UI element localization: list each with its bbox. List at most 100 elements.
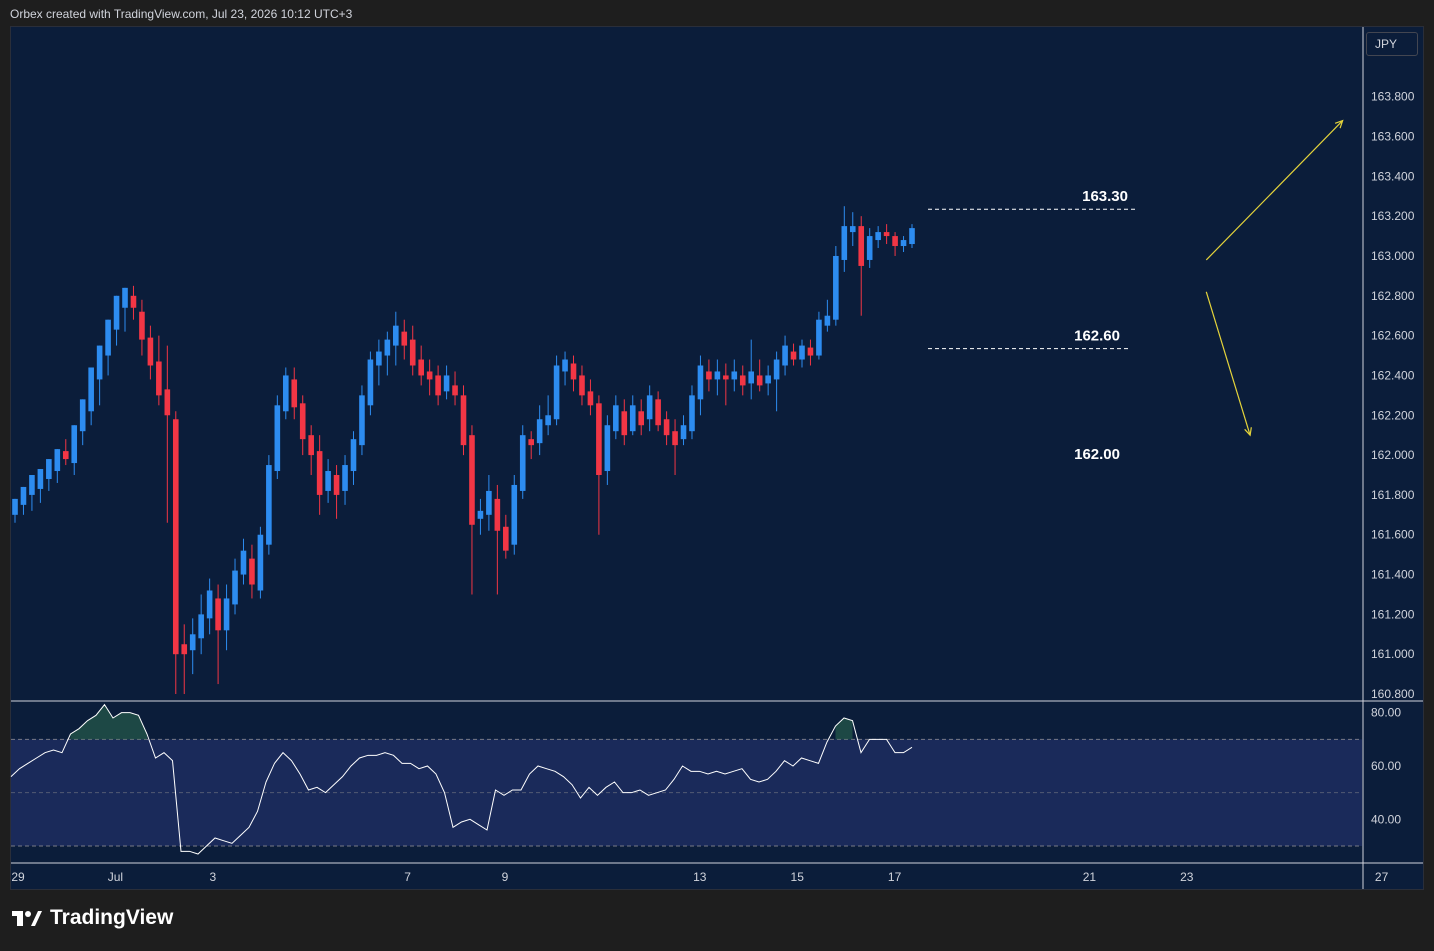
bullish-candle bbox=[562, 359, 568, 372]
price-tick-label: 162.000 bbox=[1371, 448, 1415, 462]
bearish-candle bbox=[494, 498, 501, 531]
price-tick-label: 161.600 bbox=[1371, 528, 1415, 542]
time-tick-label: 9 bbox=[502, 870, 509, 884]
bearish-candle bbox=[164, 389, 171, 416]
bullish-candle bbox=[206, 590, 213, 619]
price-tick-label: 161.000 bbox=[1371, 647, 1415, 661]
bullish-candle bbox=[257, 534, 264, 591]
bearish-candle bbox=[579, 375, 585, 396]
bearish-candle bbox=[790, 351, 797, 360]
bearish-candle bbox=[418, 359, 424, 376]
bullish-candle bbox=[54, 449, 61, 472]
bearish-candle bbox=[663, 419, 670, 436]
time-tick-label: 29 bbox=[11, 870, 25, 884]
bearish-candle bbox=[215, 598, 221, 631]
bullish-candle bbox=[697, 365, 704, 400]
bullish-candle bbox=[71, 425, 78, 464]
currency-badge[interactable]: JPY bbox=[1366, 32, 1418, 56]
bullish-candle bbox=[849, 226, 856, 233]
time-tick-label: 15 bbox=[791, 870, 805, 884]
bullish-candle bbox=[350, 439, 357, 472]
bullish-candle bbox=[325, 471, 331, 491]
bullish-candle bbox=[113, 295, 120, 330]
bearish-candle bbox=[528, 439, 534, 446]
price-tick-label: 163.400 bbox=[1371, 169, 1415, 183]
bullish-candle bbox=[714, 371, 721, 380]
bullish-candle bbox=[266, 465, 272, 545]
bullish-candle bbox=[799, 345, 805, 360]
bullish-candle bbox=[765, 375, 771, 384]
bullish-candle bbox=[232, 570, 238, 605]
bearish-candle bbox=[460, 395, 467, 446]
bearish-candle bbox=[672, 431, 678, 446]
bullish-candle bbox=[282, 375, 289, 412]
bearish-candle bbox=[723, 375, 729, 380]
price-tick-label: 162.800 bbox=[1371, 289, 1415, 303]
bearish-candle bbox=[181, 644, 188, 655]
bullish-candle bbox=[748, 371, 755, 384]
price-tick-label: 162.400 bbox=[1371, 368, 1415, 382]
bullish-candle bbox=[773, 359, 780, 380]
bearish-candle bbox=[401, 331, 408, 346]
bullish-candle bbox=[680, 425, 687, 440]
bearish-candle bbox=[291, 379, 298, 408]
bearish-candle bbox=[596, 403, 602, 476]
bullish-candle bbox=[841, 226, 848, 260]
bearish-candle bbox=[807, 347, 814, 356]
price-tick-label: 163.000 bbox=[1371, 249, 1415, 263]
time-tick-label: 21 bbox=[1083, 870, 1097, 884]
rsi-overbought-fill bbox=[835, 718, 853, 740]
bullish-candle bbox=[519, 435, 526, 491]
bearish-candle bbox=[638, 411, 645, 426]
bearish-candle bbox=[621, 411, 628, 436]
bullish-candle bbox=[122, 287, 128, 308]
bullish-candle bbox=[359, 395, 365, 446]
price-tick-label: 161.200 bbox=[1371, 607, 1415, 621]
price-tick-label: 163.800 bbox=[1371, 90, 1415, 104]
bullish-candle bbox=[29, 475, 35, 495]
rsi-line bbox=[10, 703, 913, 855]
tradingview-brand[interactable]: TradingView bbox=[12, 906, 173, 930]
bearish-candle bbox=[62, 451, 69, 460]
bearish-candle bbox=[156, 361, 162, 396]
bearish-candle bbox=[655, 399, 661, 426]
price-tick-label: 160.800 bbox=[1371, 687, 1415, 701]
bullish-candle bbox=[866, 236, 873, 260]
bearish-candle bbox=[249, 558, 255, 585]
price-tick-label: 161.400 bbox=[1371, 568, 1415, 582]
bullish-candle bbox=[105, 319, 111, 356]
bearish-candle bbox=[858, 226, 865, 266]
bullish-candle bbox=[833, 255, 839, 320]
bullish-candle bbox=[536, 419, 543, 444]
bearish-candle bbox=[570, 363, 577, 380]
bearish-candle bbox=[706, 371, 712, 380]
bearish-candle bbox=[587, 391, 594, 406]
bearish-candle bbox=[409, 339, 416, 366]
bearish-candle bbox=[503, 526, 509, 551]
bullish-candle bbox=[46, 459, 52, 479]
bullish-candle bbox=[12, 498, 18, 515]
bullish-candle bbox=[20, 486, 27, 505]
bullish-candle bbox=[553, 365, 560, 420]
rsi-tick-label: 60.00 bbox=[1371, 759, 1401, 773]
price-tick-label: 161.800 bbox=[1371, 488, 1415, 502]
bearish-candle bbox=[299, 403, 306, 440]
bullish-candle bbox=[909, 228, 915, 245]
bullish-candle bbox=[189, 634, 196, 651]
level-label: 163.30 bbox=[1082, 188, 1128, 205]
bullish-candle bbox=[731, 371, 738, 380]
time-tick-label: 27 bbox=[1375, 870, 1389, 884]
bearish-candle bbox=[756, 375, 763, 386]
bearish-candle bbox=[316, 451, 323, 495]
bullish-candle bbox=[79, 399, 86, 432]
bullish-candle bbox=[223, 598, 230, 631]
price-tick-label: 163.600 bbox=[1371, 130, 1415, 144]
bearish-candle bbox=[333, 475, 340, 495]
bearish-candle bbox=[883, 232, 890, 237]
bearish-candle bbox=[739, 375, 746, 386]
tradingview-logo-icon bbox=[12, 911, 42, 926]
bullish-candle bbox=[486, 490, 492, 515]
bullish-arrowhead-icon bbox=[1334, 119, 1344, 129]
bearish-candle bbox=[147, 337, 154, 366]
